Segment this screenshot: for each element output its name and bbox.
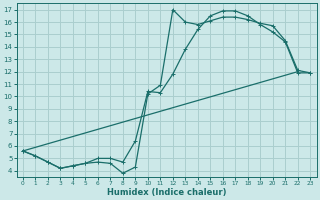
X-axis label: Humidex (Indice chaleur): Humidex (Indice chaleur) bbox=[107, 188, 226, 197]
